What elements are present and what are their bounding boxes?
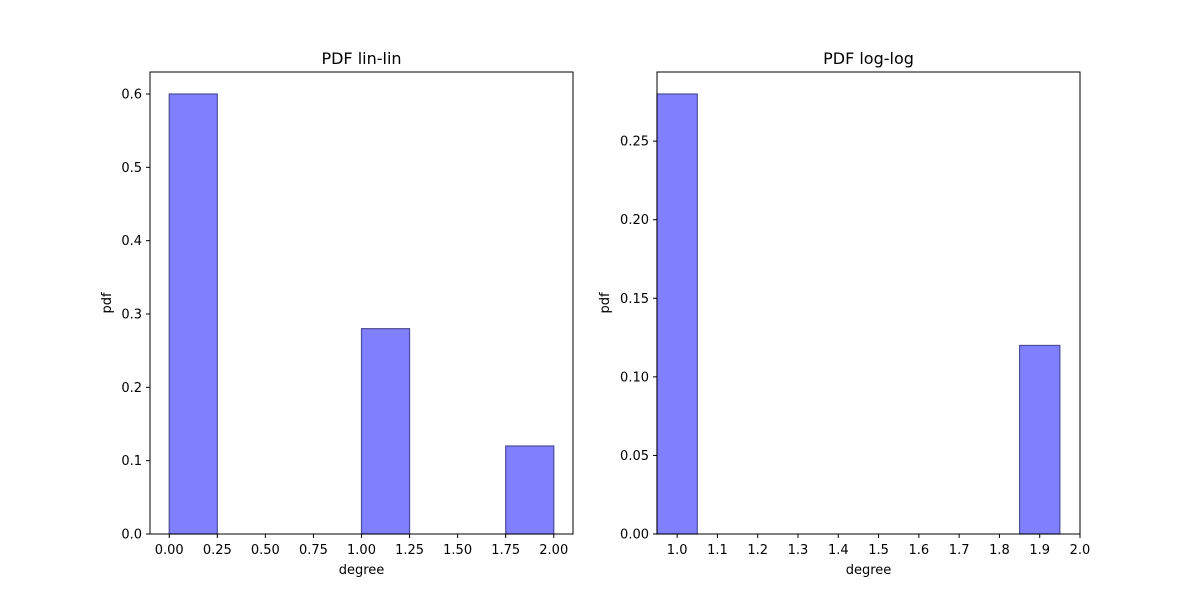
- bar: [656, 93, 698, 535]
- x-tick-label: 0.75: [299, 543, 328, 558]
- x-tick-label: 1.75: [491, 543, 520, 558]
- x-tick-label: 0.25: [203, 543, 232, 558]
- y-tick-label: 0.05: [620, 449, 649, 464]
- y-tick-label: 0.10: [620, 370, 649, 385]
- x-tick-label: 2.0: [1070, 543, 1091, 558]
- x-tick-label: 1.6: [909, 543, 930, 558]
- y-tick-label: 0.5: [121, 161, 142, 176]
- x-tick-label: 1.3: [788, 543, 809, 558]
- x-tick-label: 1.9: [1029, 543, 1050, 558]
- y-tick-label: 0.0: [121, 528, 142, 543]
- x-tick-label: 1.0: [667, 543, 688, 558]
- panel-lin-lin: PDF lin-lin degree pdf 0.00 0.25 0.50 0.75 1…: [100, 49, 574, 578]
- y-tick-label: 0.1: [121, 454, 142, 469]
- x-tick-label: 1.2: [747, 543, 768, 558]
- x-tick-label: 0.00: [155, 543, 184, 558]
- chart-title: PDF log-log: [823, 49, 914, 68]
- x-tick-label: 1.8: [989, 543, 1010, 558]
- plot-frame: [656, 71, 1081, 535]
- y-tick-label: 0.6: [121, 88, 142, 103]
- y-axis-label: pdf: [100, 292, 115, 314]
- x-tick-label: 1.4: [828, 543, 849, 558]
- bar: [505, 445, 555, 535]
- x-tick-label: 1.25: [395, 543, 424, 558]
- y-tick-label: 0.2: [121, 381, 142, 396]
- bar: [360, 328, 411, 535]
- x-tick-label: 1.1: [707, 543, 728, 558]
- bar: [168, 93, 218, 535]
- x-tick-label: 0.50: [251, 543, 280, 558]
- x-tick-label: 1.00: [347, 543, 376, 558]
- y-tick-label: 0.20: [620, 213, 649, 228]
- x-tick-label: 1.5: [868, 543, 889, 558]
- y-axis-label: pdf: [598, 292, 613, 314]
- x-tick-label: 1.7: [949, 543, 970, 558]
- x-axis-label: degree: [846, 563, 892, 578]
- bar: [1018, 344, 1061, 535]
- x-tick-label: 1.50: [443, 543, 472, 558]
- y-tick-label: 0.4: [121, 234, 142, 249]
- y-tick-label: 0.25: [620, 135, 649, 150]
- chart-title: PDF lin-lin: [321, 49, 401, 68]
- x-tick-label: 2.00: [539, 543, 568, 558]
- y-tick-label: 0.00: [620, 528, 649, 543]
- y-tick-label: 0.15: [620, 292, 649, 307]
- panel-log-log: PDF log-log degree pdf 1.0 1.1 1.2 1.3 1.4 1.…: [598, 49, 1090, 578]
- x-axis-label: degree: [339, 563, 385, 578]
- y-tick-label: 0.3: [121, 308, 142, 323]
